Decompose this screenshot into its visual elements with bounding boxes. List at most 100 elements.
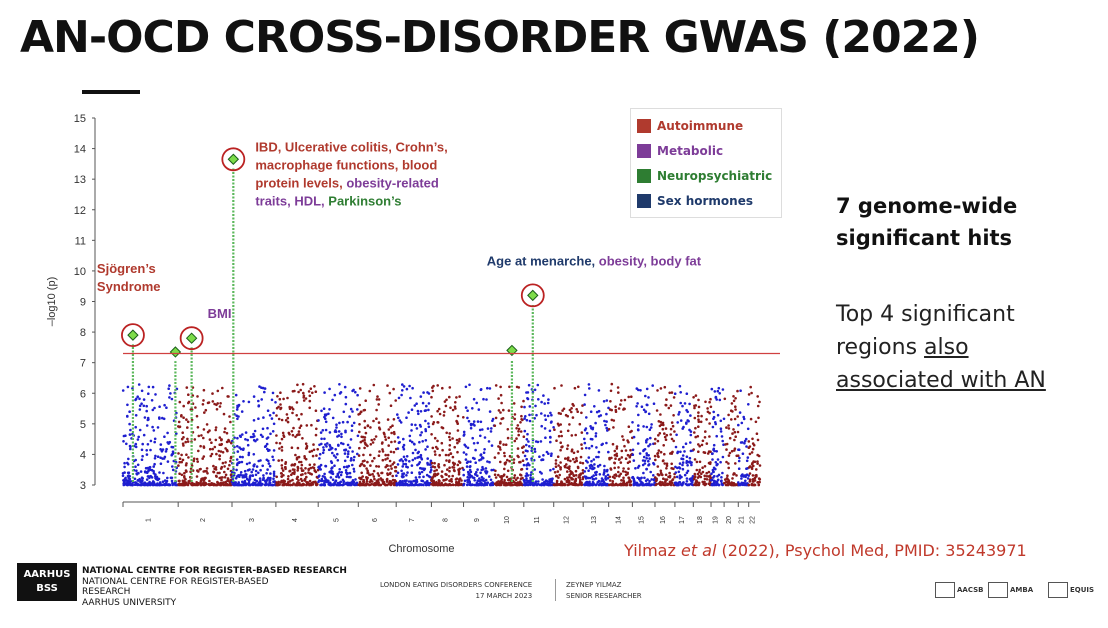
snp-point bbox=[223, 430, 226, 434]
snp-point bbox=[653, 442, 657, 445]
snp-point bbox=[639, 477, 643, 480]
snp-point bbox=[373, 477, 376, 481]
snp-point bbox=[644, 479, 648, 483]
snp-point bbox=[338, 383, 341, 386]
snp-point bbox=[184, 469, 188, 472]
snp-point bbox=[659, 387, 663, 390]
snp-point bbox=[331, 416, 335, 420]
snp-point bbox=[473, 424, 476, 427]
snp-point bbox=[370, 482, 374, 486]
snp-point bbox=[212, 483, 216, 487]
snp-point bbox=[505, 475, 509, 479]
snp-point bbox=[286, 416, 290, 420]
snp-point bbox=[243, 479, 247, 483]
citation: Yilmaz et al (2022), Psychol Med, PMID: … bbox=[624, 541, 1027, 560]
snp-point bbox=[592, 467, 595, 471]
snp-point bbox=[210, 482, 213, 485]
snp-point bbox=[685, 461, 688, 465]
snp-point bbox=[291, 433, 295, 437]
snp-point bbox=[385, 480, 389, 483]
snp-point bbox=[297, 479, 300, 482]
snp-point bbox=[321, 451, 325, 455]
snp-point bbox=[490, 444, 494, 447]
snp-point bbox=[346, 420, 349, 424]
snp-point bbox=[229, 473, 233, 476]
snp-point bbox=[572, 451, 576, 455]
snp-point bbox=[714, 461, 718, 464]
snp-point bbox=[603, 419, 606, 423]
snp-point bbox=[325, 445, 328, 448]
snp-point bbox=[395, 474, 398, 478]
snp-point bbox=[752, 464, 755, 468]
snp-point bbox=[177, 464, 180, 467]
snp-point bbox=[159, 443, 163, 446]
snp-point bbox=[266, 409, 270, 413]
snp-point bbox=[546, 414, 550, 418]
snp-point bbox=[418, 461, 422, 464]
snp-point bbox=[372, 475, 376, 478]
snp-point bbox=[469, 483, 473, 487]
legend-label: Metabolic bbox=[657, 143, 724, 158]
snp-point bbox=[494, 384, 498, 387]
snp-point bbox=[167, 387, 170, 391]
snp-point bbox=[589, 483, 592, 487]
snp-point bbox=[570, 410, 573, 414]
snp-point bbox=[645, 387, 649, 391]
snp-point bbox=[178, 460, 181, 464]
snp-point bbox=[497, 409, 501, 412]
snp-point bbox=[372, 383, 376, 387]
snp-point bbox=[556, 455, 560, 459]
snp-point bbox=[223, 476, 227, 479]
snp-point bbox=[572, 473, 575, 477]
accreditation-label: AACSB bbox=[957, 586, 984, 594]
snp-point bbox=[732, 395, 735, 398]
snp-point bbox=[632, 435, 636, 439]
snp-point bbox=[746, 427, 750, 431]
snp-point bbox=[251, 474, 254, 477]
snp-point bbox=[348, 483, 352, 487]
snp-point bbox=[502, 408, 505, 412]
snp-point bbox=[684, 442, 688, 446]
snp-point bbox=[567, 467, 571, 471]
snp-point bbox=[372, 469, 376, 473]
snp-point bbox=[319, 431, 323, 434]
snp-point bbox=[262, 477, 265, 481]
snp-point bbox=[658, 424, 662, 428]
snp-point bbox=[295, 482, 299, 486]
snp-point bbox=[613, 461, 616, 465]
snp-point bbox=[360, 471, 364, 475]
snp-point bbox=[576, 466, 580, 470]
y-tick-label: 3 bbox=[80, 480, 86, 492]
snp-point bbox=[426, 457, 430, 460]
snp-point bbox=[583, 437, 586, 441]
snp-point bbox=[466, 460, 470, 464]
snp-point bbox=[497, 473, 500, 477]
snp-point bbox=[469, 460, 472, 464]
snp-point bbox=[196, 426, 200, 429]
snp-point bbox=[645, 457, 648, 460]
snp-point bbox=[540, 412, 543, 415]
snp-point bbox=[640, 482, 644, 486]
snp-point bbox=[308, 483, 311, 487]
snp-point bbox=[689, 441, 692, 444]
snp-point bbox=[632, 479, 636, 483]
snp-point bbox=[170, 453, 173, 457]
snp-point bbox=[617, 470, 620, 474]
snp-point bbox=[252, 464, 256, 468]
snp-point bbox=[257, 482, 260, 486]
snp-point bbox=[426, 391, 429, 394]
snp-point bbox=[639, 389, 642, 392]
snp-point bbox=[235, 458, 239, 461]
snp-point bbox=[165, 447, 168, 451]
snp-point bbox=[343, 459, 347, 463]
snp-point bbox=[706, 410, 710, 414]
snp-point bbox=[668, 391, 671, 395]
snp-point bbox=[695, 460, 699, 464]
snp-point bbox=[302, 396, 306, 399]
snp-point bbox=[272, 411, 275, 415]
snp-point bbox=[262, 416, 265, 419]
snp-point bbox=[452, 466, 456, 469]
snp-point bbox=[445, 459, 448, 462]
snp-point bbox=[515, 427, 518, 430]
x-tick-label: 11 bbox=[534, 516, 541, 523]
